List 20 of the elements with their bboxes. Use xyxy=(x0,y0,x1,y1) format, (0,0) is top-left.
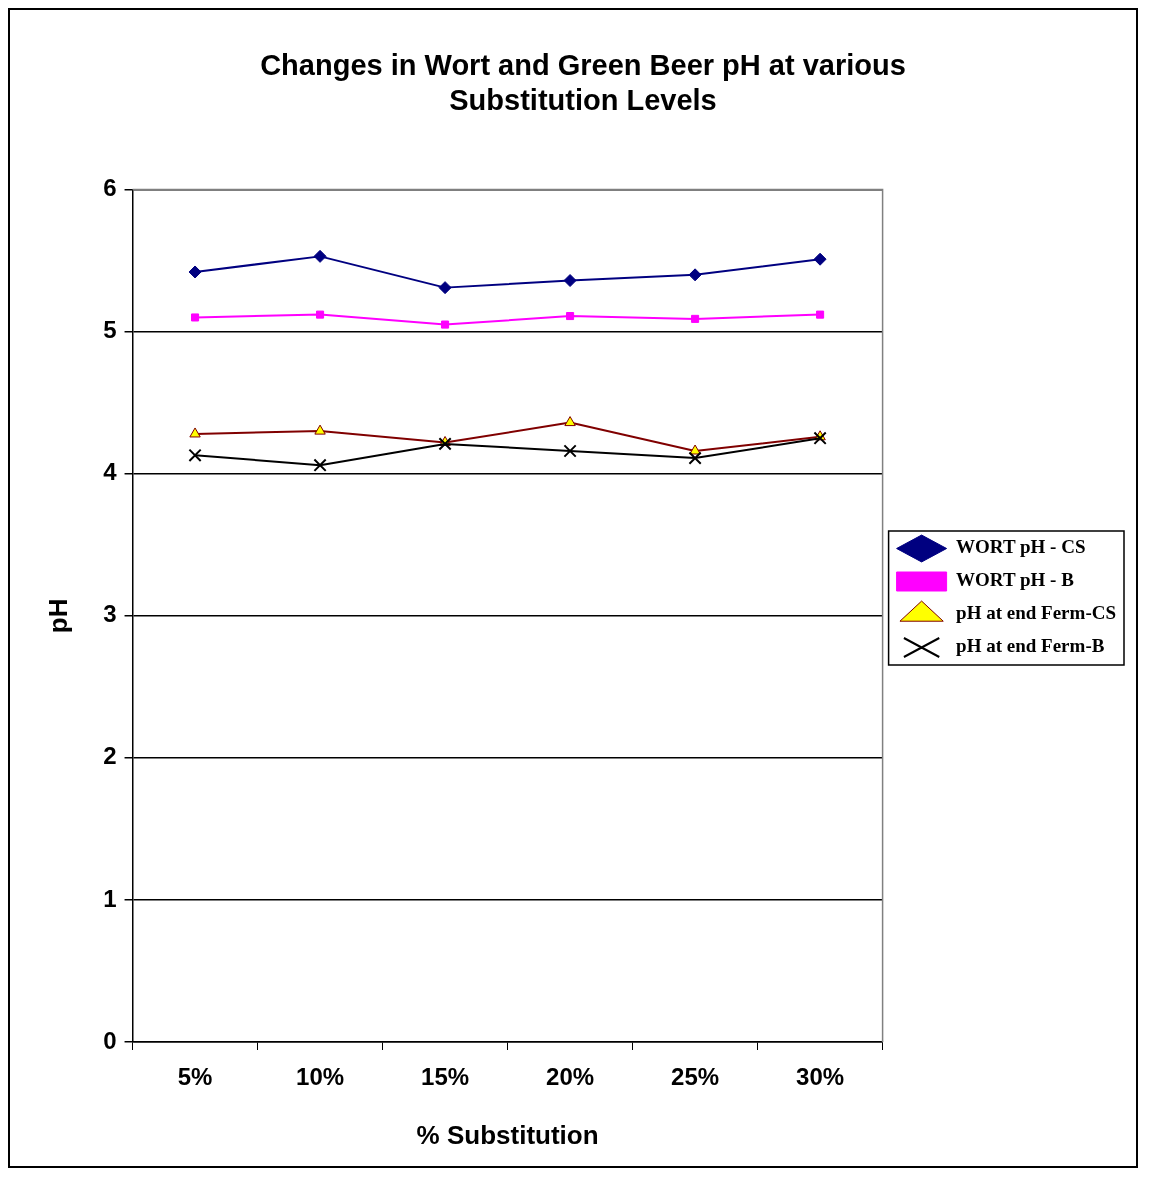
x-tick-label: 30% xyxy=(796,1063,845,1091)
y-tick-label: 5 xyxy=(103,316,117,344)
x-tick-label: 25% xyxy=(671,1063,720,1091)
y-tick-label: 1 xyxy=(103,884,117,912)
legend-label: pH at end Ferm-B xyxy=(956,635,1105,657)
y-tick-label: 0 xyxy=(103,1026,117,1054)
x-tick-label: 10% xyxy=(296,1063,345,1091)
x-tick-label: 15% xyxy=(421,1063,470,1091)
legend-label: WORT pH - CS xyxy=(956,536,1086,558)
y-axis-title: pH xyxy=(42,598,73,634)
x-tick-label: 20% xyxy=(546,1063,595,1091)
x-axis-title: % Substitution xyxy=(416,1119,599,1150)
legend-label: pH at end Ferm-CS xyxy=(956,602,1116,624)
x-tick-label: 5% xyxy=(177,1063,213,1091)
chart-title: Changes in Wort and Green Beer pH at various Substitution Levels xyxy=(260,49,906,117)
legend-label: WORT pH - B xyxy=(956,569,1075,591)
y-tick-label: 3 xyxy=(103,600,117,628)
y-tick-label: 4 xyxy=(103,458,118,486)
y-tick-label: 6 xyxy=(103,174,117,202)
y-tick-label: 2 xyxy=(103,742,117,770)
